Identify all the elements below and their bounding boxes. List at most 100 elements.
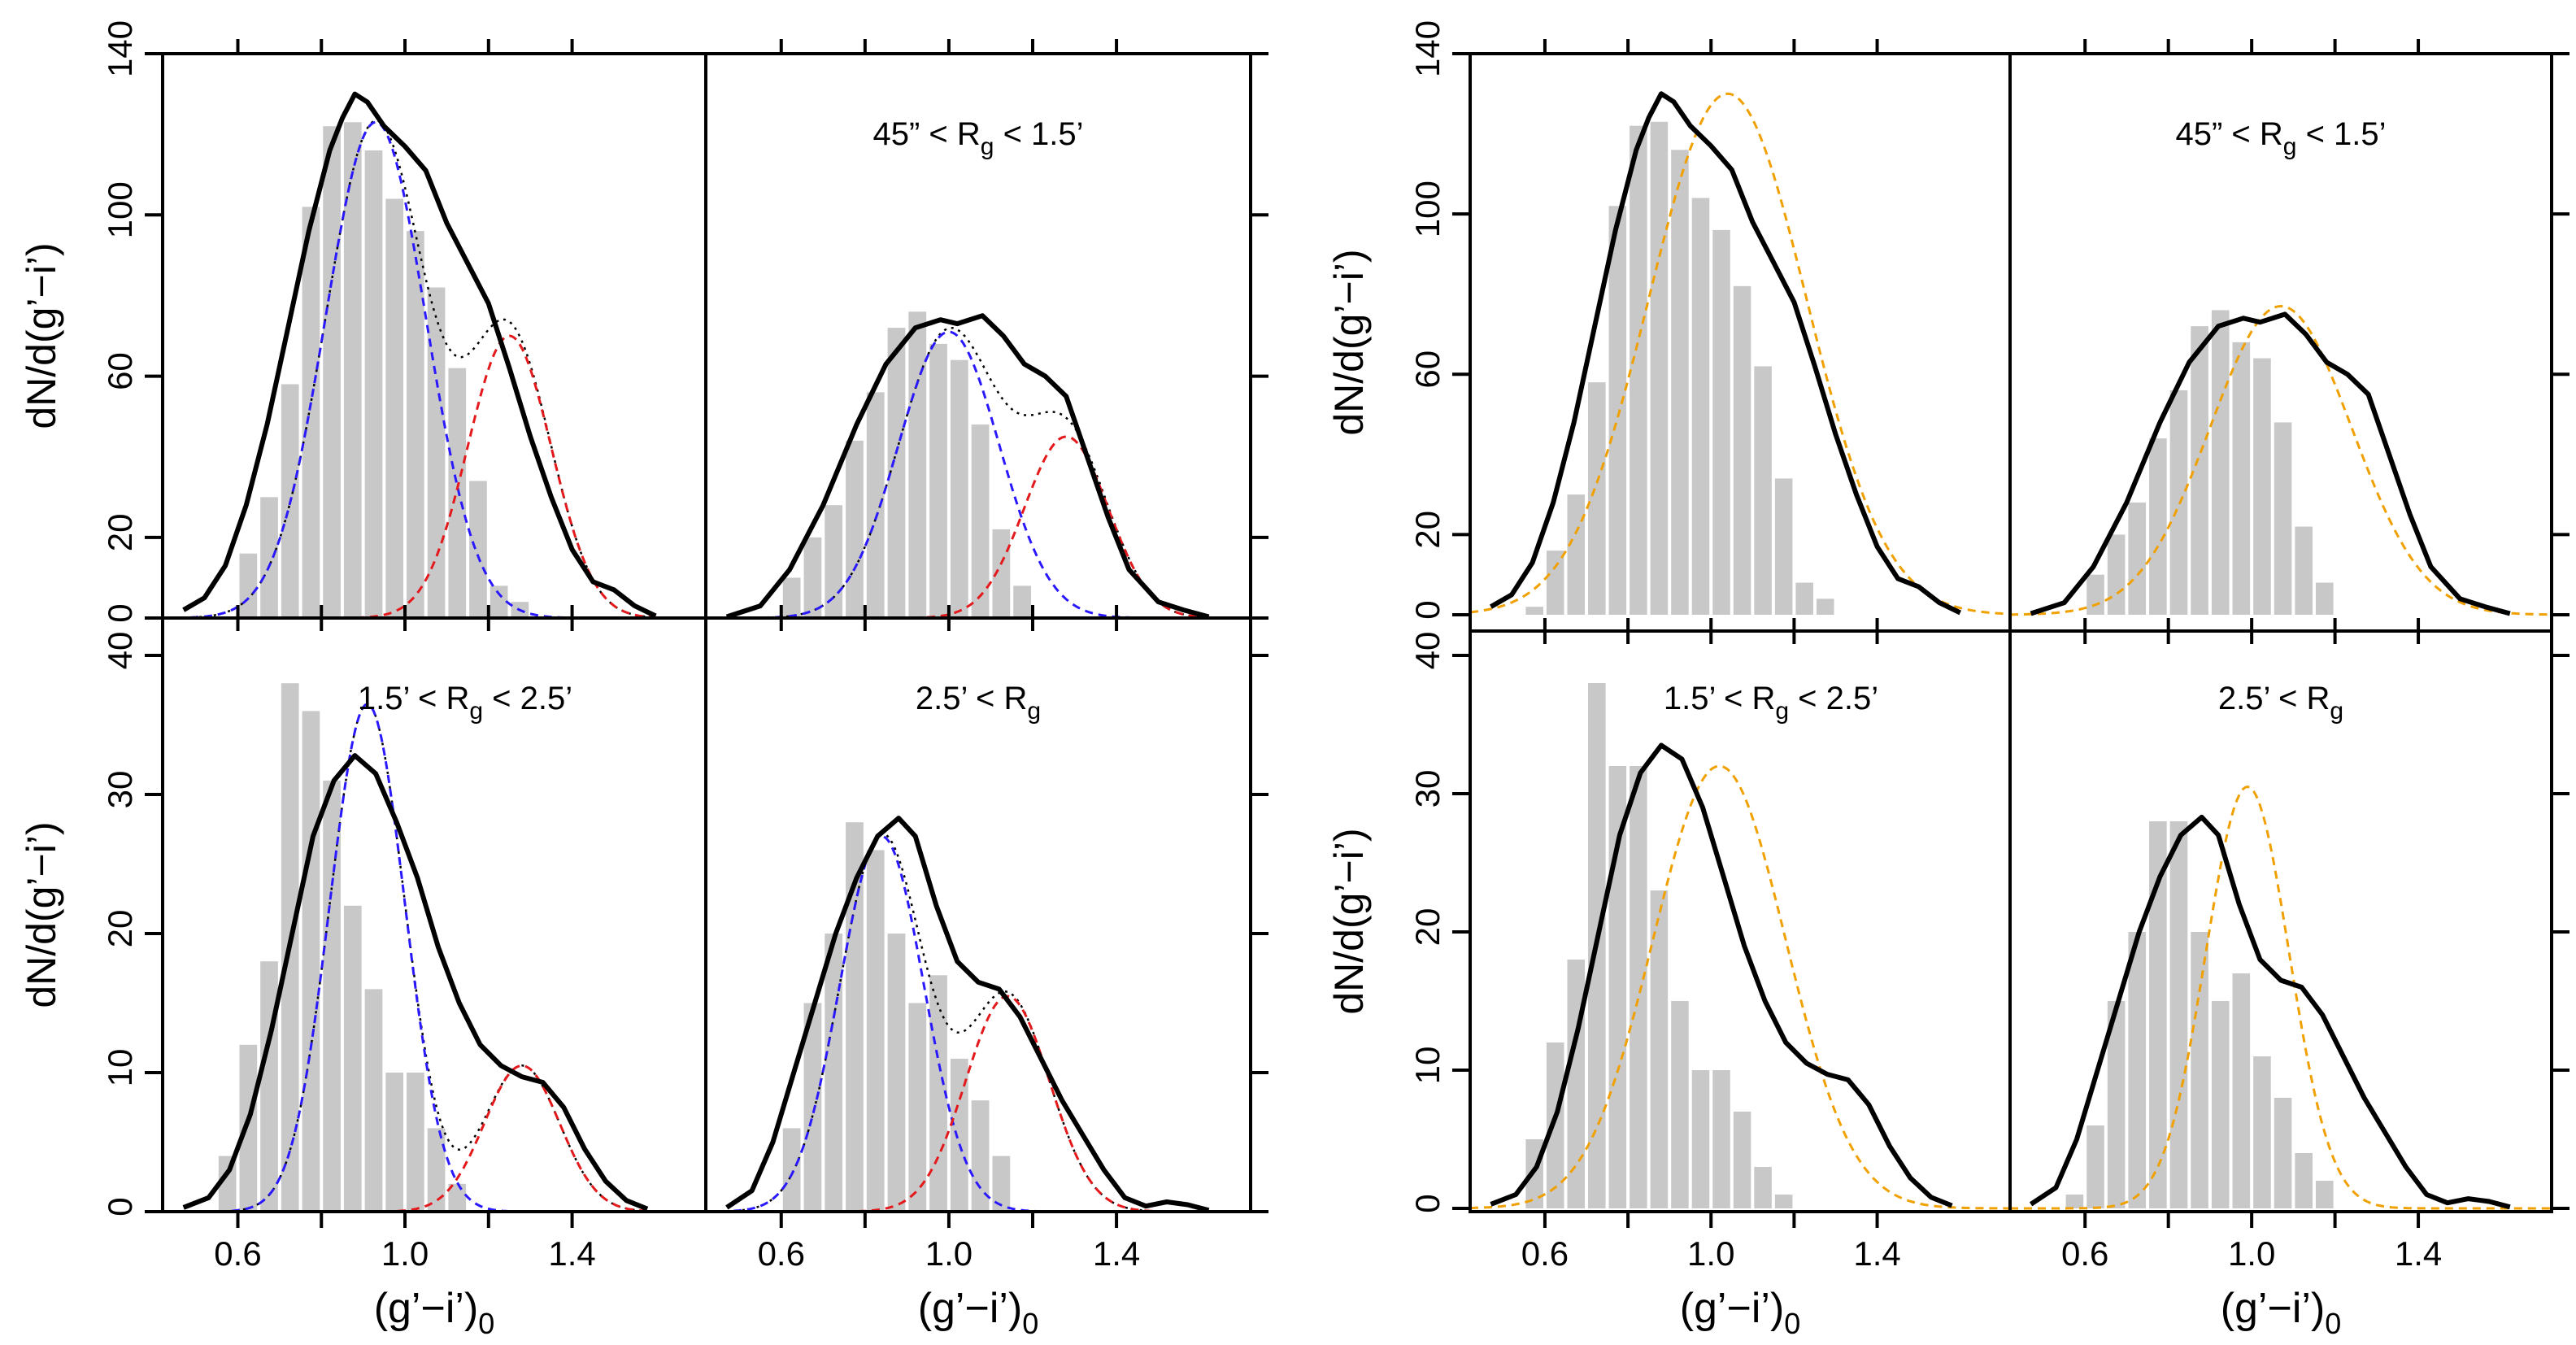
panel-plot-L2	[706, 311, 1251, 620]
histogram-bar	[1691, 1070, 1710, 1208]
histogram-bar	[1650, 890, 1669, 1208]
panel-R1: 0 20 60 100 140	[1408, 20, 2010, 620]
histogram-bar	[2232, 973, 2251, 1208]
histogram-bar	[1567, 960, 1586, 1208]
histogram-bar	[1525, 607, 1543, 615]
histogram-bar	[1567, 494, 1586, 615]
x-axis-label-sub: 0	[2325, 1307, 2341, 1340]
histogram-bar	[2253, 1056, 2271, 1208]
histogram-bar	[407, 231, 424, 618]
x-tick-label: 1.4	[548, 1234, 595, 1273]
x-tick-label: 0.6	[758, 1234, 805, 1273]
annotation-text: 45” < R	[872, 116, 980, 152]
y-tick-label: 0	[1408, 1194, 1447, 1212]
histogram-bar	[1712, 229, 1730, 615]
x-axis-label: (g’−i’)0	[2221, 1285, 2342, 1340]
histogram-bar	[825, 934, 843, 1212]
histogram-bar	[239, 553, 258, 618]
histogram-bar	[2315, 1181, 2334, 1208]
annotation-text: 1.5’ < R	[1664, 681, 1775, 716]
histogram-bar	[239, 1044, 258, 1212]
histogram-bar	[908, 311, 927, 618]
y-tick-label: 140	[1408, 20, 1447, 77]
histogram-bar	[469, 481, 487, 618]
histogram-bar	[2295, 526, 2313, 615]
smoothed-curve	[725, 313, 1210, 620]
annotation-text: 1.5’ < R	[358, 681, 469, 716]
panel-L2: 45” < Rg < 1.5’	[706, 52, 1268, 620]
smoothed-curve	[182, 91, 657, 619]
x-tick-label: 1.0	[925, 1234, 973, 1273]
histogram-bar	[1733, 285, 1751, 615]
annotation-text: < 2.5’	[483, 681, 572, 716]
y-tick-label: 20	[1408, 908, 1447, 947]
smoothed-curve	[2029, 814, 2511, 1210]
y-axis-label: dN/d(g’−i’)	[1326, 249, 1372, 435]
annotation-text: < 2.5’	[1789, 681, 1878, 716]
panel-R4: 2.5’ < Rg	[2010, 654, 2569, 1210]
histogram-bar	[490, 585, 508, 618]
y-tick-label: 0	[101, 603, 139, 622]
y-tick-label: 20	[101, 910, 139, 948]
histogram-bar	[1754, 1167, 1772, 1208]
histogram-bar	[2128, 503, 2147, 615]
annotation-subscript: g	[1027, 698, 1041, 725]
y-tick-label: 140	[101, 20, 139, 77]
panel-annotation: 45” < Rg < 1.5’	[872, 116, 1083, 160]
sum-curve	[163, 703, 706, 1213]
histogram-bar	[1650, 121, 1669, 616]
histogram-bar	[1795, 582, 1813, 615]
annotation-text: 2.5’ < R	[2218, 681, 2330, 716]
smoothed-curve	[725, 816, 1210, 1213]
panel-annotation: 1.5’ < Rg < 2.5’	[358, 681, 572, 725]
annotation-text: < 1.5’	[2296, 116, 2386, 152]
histogram-bar	[1546, 1042, 1564, 1208]
x-tick-label: 0.6	[1521, 1234, 1569, 1273]
single-gaussian-curve	[2010, 785, 2552, 1210]
histogram-bar	[929, 343, 947, 618]
histogram-bar	[846, 822, 864, 1212]
y-tick-label: 20	[101, 513, 139, 551]
histogram-bar	[2169, 821, 2188, 1208]
histogram-bar	[302, 207, 320, 618]
x-axis-label-main: (g’−i’)	[1680, 1285, 1785, 1332]
panel-plot-L4	[706, 816, 1251, 1213]
histogram-bar	[2149, 438, 2167, 615]
smoothed-curve	[2030, 311, 2511, 616]
histogram-bar	[1733, 1112, 1751, 1208]
histogram-bar	[1712, 1070, 1730, 1208]
histogram-bar	[407, 1073, 424, 1212]
histogram-bar	[887, 934, 906, 1212]
histogram-bar	[1588, 382, 1606, 615]
panel-annotation: 45” < Rg < 1.5’	[2175, 116, 2386, 160]
histogram-bar	[803, 1003, 822, 1212]
histogram-bar	[1608, 206, 1627, 616]
histogram-bar	[1774, 1195, 1793, 1208]
histogram-bar	[343, 122, 362, 618]
x-tick-label: 1.4	[1093, 1234, 1140, 1273]
y-axis-label: dN/d(g’−i’)	[19, 821, 64, 1008]
panel-plot-R3	[1470, 683, 2010, 1210]
histogram-bar	[385, 198, 404, 618]
histogram-bar	[2191, 326, 2208, 615]
histogram-bar	[2211, 1001, 2230, 1208]
histogram-bar	[950, 359, 968, 618]
histogram-bar	[2295, 1153, 2313, 1208]
histogram-bar	[2232, 342, 2251, 615]
histogram-bar	[2107, 1001, 2126, 1208]
panel-annotation: 2.5’ < Rg	[2218, 681, 2343, 725]
x-tick-label: 1.0	[381, 1234, 429, 1273]
y-tick-label: 100	[1408, 181, 1447, 237]
y-tick-label: 40	[1408, 632, 1447, 670]
histogram-bar	[803, 537, 822, 618]
x-axis-label-sub: 0	[1022, 1307, 1038, 1340]
y-tick-label: 40	[101, 632, 139, 670]
panel-plot-L3	[163, 683, 706, 1213]
annotation-text: 45” < R	[2175, 116, 2282, 152]
histogram-bar	[1671, 150, 1689, 616]
panel-L1: 0 20 60 100 140	[101, 20, 706, 623]
y-tick-label: 30	[101, 771, 139, 809]
histogram-bar	[302, 711, 320, 1212]
smoothed-curve	[1490, 742, 1953, 1208]
